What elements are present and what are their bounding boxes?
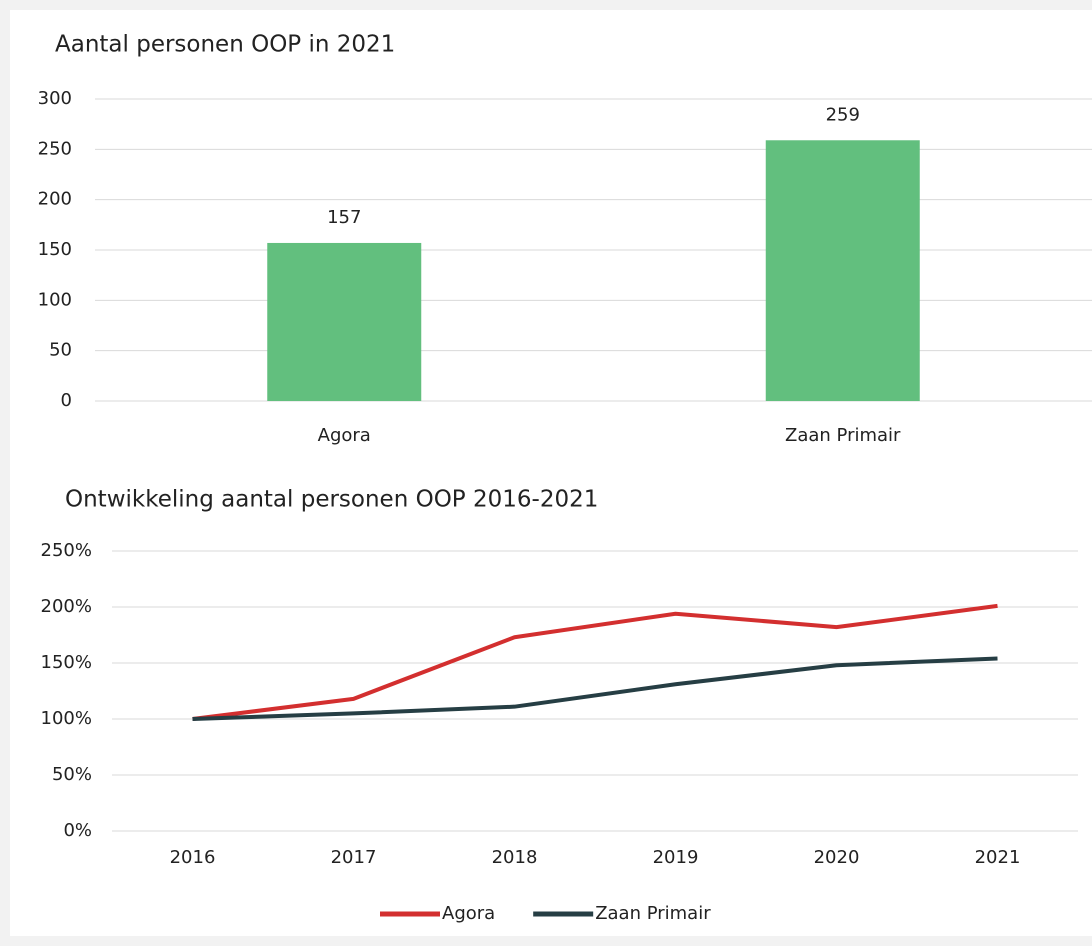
legend-label: Agora <box>442 903 495 924</box>
line-series <box>192 603 998 721</box>
x-tick-label: 2016 <box>170 847 216 868</box>
y-tick-label: 50% <box>52 764 92 785</box>
data-label: 259 <box>826 104 860 125</box>
y-tick-label: 150% <box>41 652 92 673</box>
y-tick-label: 250% <box>41 540 92 561</box>
y-tick-label: 250 <box>38 138 72 159</box>
line-series <box>192 656 998 721</box>
legend-label: Zaan Primair <box>595 903 711 924</box>
y-tick-label: 100 <box>38 289 72 310</box>
y-tick-label: 150 <box>38 239 72 260</box>
x-tick-label: 2018 <box>492 847 538 868</box>
bar <box>765 140 920 402</box>
y-tick-label: 200 <box>38 189 72 210</box>
x-tick-label: Zaan Primair <box>785 425 901 446</box>
x-tick-label: 2021 <box>975 847 1021 868</box>
chart-title: Ontwikkeling aantal personen OOP 2016-20… <box>65 487 598 513</box>
bar <box>267 242 422 401</box>
x-tick-label: Agora <box>318 425 371 446</box>
x-tick-label: 2019 <box>653 847 699 868</box>
x-tick-label: 2017 <box>331 847 377 868</box>
y-tick-label: 200% <box>41 596 92 617</box>
data-label: 157 <box>327 207 361 228</box>
chart-title: Aantal personen OOP in 2021 <box>55 32 395 58</box>
y-tick-label: 0% <box>63 820 92 841</box>
y-tick-label: 300 <box>38 88 72 109</box>
y-tick-label: 50 <box>49 340 72 361</box>
y-tick-label: 100% <box>41 708 92 729</box>
y-tick-label: 0 <box>61 390 72 411</box>
x-tick-label: 2020 <box>814 847 860 868</box>
